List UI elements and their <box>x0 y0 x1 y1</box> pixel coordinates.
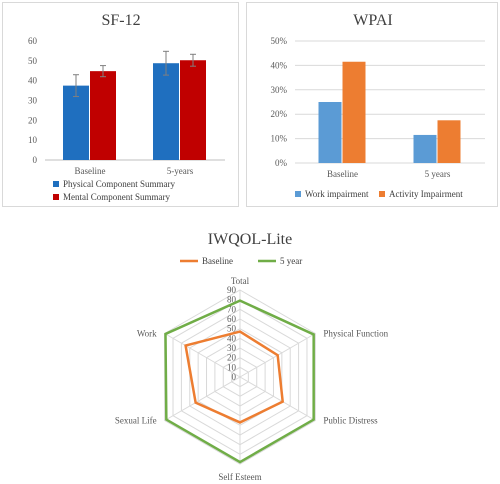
wpai-category-label: Baseline <box>327 169 358 179</box>
iwqol-category-label: Total <box>231 276 250 286</box>
wpai-category-label: 5 years <box>425 169 451 179</box>
wpai-ytick-label: 40% <box>271 60 288 70</box>
sf12-ytick-label: 30 <box>28 96 38 106</box>
sf12-legend-swatch <box>53 181 59 187</box>
wpai-bar <box>342 61 366 163</box>
sf12-bar <box>180 60 206 160</box>
iwqol-rtick-label: 40 <box>227 333 237 343</box>
iwqol-chart-panel: IWQOL-Lite 0 10 20 30 40 50 60 70 80 90 Total Physi… <box>60 222 440 484</box>
wpai-chart: WPAI 0% 10% 20% 30% 40% 50% Baseline 5 years Wor… <box>271 12 485 199</box>
sf12-ytick-label: 50 <box>28 56 38 66</box>
wpai-bar <box>413 134 437 163</box>
sf12-chart: SF-12 0 10 20 30 40 50 60 Baseline 5-years Physic… <box>28 12 225 202</box>
sf12-chart-panel: SF-12 0 10 20 30 40 50 60 Baseline 5-years Physic… <box>2 2 239 207</box>
sf12-bar <box>90 71 116 160</box>
wpai-legend-swatch <box>295 191 301 197</box>
iwqol-legend-label: 5 year <box>280 256 302 266</box>
sf12-title: SF-12 <box>101 12 140 29</box>
iwqol-category-label: Self Esteem <box>218 472 261 482</box>
iwqol-axis-spoke <box>164 376 241 421</box>
sf12-ytick-label: 40 <box>28 76 38 86</box>
iwqol-category-label: Public Distress <box>323 416 378 426</box>
sf12-legend-label: Mental Component Summary <box>63 192 170 202</box>
iwqol-rtick-label: 70 <box>227 304 237 314</box>
wpai-ytick-label: 10% <box>271 134 288 144</box>
wpai-bar <box>437 120 461 163</box>
wpai-legend-swatch <box>379 191 385 197</box>
sf12-legend-swatch <box>53 194 59 200</box>
wpai-bar <box>318 102 342 163</box>
wpai-chart-panel: WPAI 0% 10% 20% 30% 40% 50% Baseline 5 years Wor… <box>246 2 498 207</box>
iwqol-rtick-label: 0 <box>232 372 237 382</box>
sf12-legend-label: Physical Component Summary <box>63 179 175 189</box>
iwqol-rtick-label: 10 <box>227 362 237 372</box>
iwqol-category-label: Work <box>137 329 157 339</box>
sf12-ytick-label: 10 <box>28 135 38 145</box>
iwqol-series-line <box>184 330 285 424</box>
wpai-title: WPAI <box>353 12 392 29</box>
sf12-ytick-label: 60 <box>28 36 38 46</box>
wpai-ytick-label: 20% <box>271 109 288 119</box>
wpai-legend-label: Work impairment <box>305 189 369 199</box>
sf12-ytick-label: 20 <box>28 115 38 125</box>
iwqol-legend-label: Baseline <box>202 256 233 266</box>
sf12-ytick-label: 0 <box>33 155 38 165</box>
wpai-ytick-label: 30% <box>271 85 288 95</box>
iwqol-rtick-label: 30 <box>227 343 237 353</box>
iwqol-axis-spoke <box>239 376 316 421</box>
iwqol-axis-spoke <box>164 333 241 378</box>
wpai-legend-label: Activity Impairment <box>389 189 463 199</box>
iwqol-rtick-label: 80 <box>227 295 237 305</box>
sf12-category-label: 5-years <box>167 166 194 176</box>
sf12-bar <box>153 63 179 160</box>
iwqol-category-label: Sexual Life <box>115 416 157 426</box>
iwqol-rtick-label: 90 <box>227 285 237 295</box>
iwqol-series-line <box>164 299 315 464</box>
wpai-ytick-label: 0% <box>275 158 288 168</box>
iwqol-rtick-label: 50 <box>227 324 237 334</box>
iwqol-category-label: Physical Function <box>323 329 388 339</box>
iwqol-rtick-label: 20 <box>227 353 237 363</box>
wpai-ytick-label: 50% <box>271 36 288 46</box>
iwqol-title: IWQOL-Lite <box>208 231 292 248</box>
iwqol-rtick-label: 60 <box>227 314 237 324</box>
sf12-category-label: Baseline <box>75 166 106 176</box>
sf12-bar <box>63 85 89 160</box>
